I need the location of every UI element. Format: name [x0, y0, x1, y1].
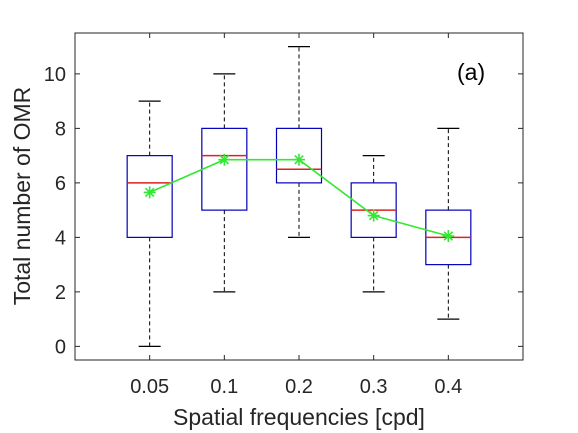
- axis-ticks: 0 2 4 6 8 10 0.05 0.1 0.2 0.3 0.4: [44, 33, 523, 398]
- x-tick-label: 0.1: [210, 376, 238, 398]
- x-tick-label: 0.2: [285, 376, 313, 398]
- watermark: 知乎 @创业甬城: [455, 396, 565, 414]
- mean-marker: [367, 209, 380, 222]
- x-axis-title: Spatial frequencies [cpd]: [173, 404, 425, 430]
- y-tick-label: 0: [55, 336, 66, 358]
- panel-label: (a): [457, 59, 485, 85]
- y-axis-title: Total number of OMR: [9, 87, 35, 306]
- plot-area: [74, 32, 524, 361]
- x-tick-label: 0.05: [130, 376, 169, 398]
- mean-marker: [442, 230, 455, 243]
- y-tick-label: 10: [44, 64, 66, 86]
- mean-marker-stroke: [294, 154, 304, 165]
- box-iqr: [275, 127, 323, 184]
- x-tick-label: 0.4: [434, 376, 462, 398]
- y-tick-label: 4: [55, 227, 66, 249]
- box-0-05: [126, 100, 173, 347]
- box-0-2: [275, 46, 323, 238]
- mean-marker: [143, 186, 156, 199]
- y-tick-label: 6: [55, 173, 66, 195]
- mean-marker-stroke: [144, 187, 155, 198]
- mean-marker: [293, 153, 305, 166]
- mean-marker-stroke: [368, 210, 379, 221]
- y-tick-label: 2: [55, 282, 66, 304]
- mean-marker: [218, 153, 231, 166]
- box-0-3: [350, 155, 397, 293]
- chart-marks: [126, 46, 472, 347]
- box-iqr: [126, 155, 173, 238]
- y-tick-label: 8: [55, 118, 66, 140]
- x-tick-label: 0.3: [360, 376, 388, 398]
- mean-marker-stroke: [443, 231, 454, 241]
- mean-marker-stroke: [219, 154, 230, 165]
